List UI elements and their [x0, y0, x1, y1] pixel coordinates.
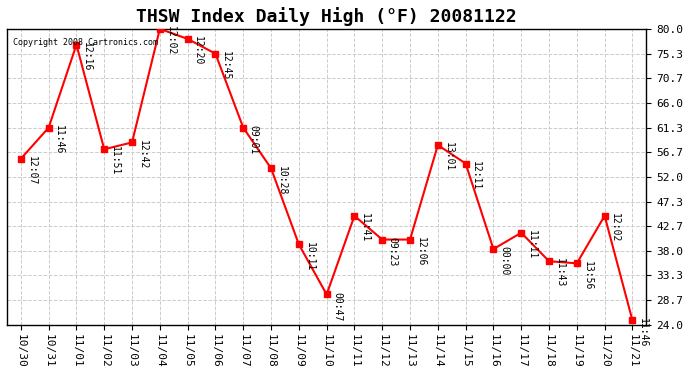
Text: 00:00: 00:00	[499, 246, 509, 276]
Text: Copyright 2008 Cartronics.com: Copyright 2008 Cartronics.com	[13, 38, 158, 47]
Text: 11:46: 11:46	[638, 318, 648, 347]
Text: 09:23: 09:23	[388, 237, 398, 266]
Text: 12:02: 12:02	[610, 213, 620, 242]
Text: 09:01: 09:01	[249, 125, 259, 154]
Text: 10:11: 10:11	[304, 242, 315, 271]
Text: 12:07: 12:07	[26, 156, 37, 185]
Text: 12:06: 12:06	[415, 237, 426, 266]
Text: 00:47: 00:47	[332, 292, 342, 321]
Text: 13:56: 13:56	[582, 261, 593, 290]
Text: 12:42: 12:42	[137, 140, 148, 169]
Text: 12:45: 12:45	[221, 51, 231, 80]
Title: THSW Index Daily High (°F) 20081122: THSW Index Daily High (°F) 20081122	[137, 7, 517, 26]
Text: 12:11: 12:11	[471, 161, 481, 190]
Text: 11:51: 11:51	[110, 147, 120, 176]
Text: 11:46: 11:46	[55, 125, 64, 154]
Text: 10:28: 10:28	[277, 165, 286, 195]
Text: 12:20: 12:20	[193, 36, 203, 66]
Text: 13:01: 13:01	[444, 142, 453, 172]
Text: 12:02: 12:02	[166, 26, 175, 56]
Text: 11:43: 11:43	[555, 258, 564, 288]
Text: 11:41: 11:41	[360, 213, 370, 242]
Text: 11:11: 11:11	[526, 230, 537, 259]
Text: 12:16: 12:16	[82, 42, 92, 71]
